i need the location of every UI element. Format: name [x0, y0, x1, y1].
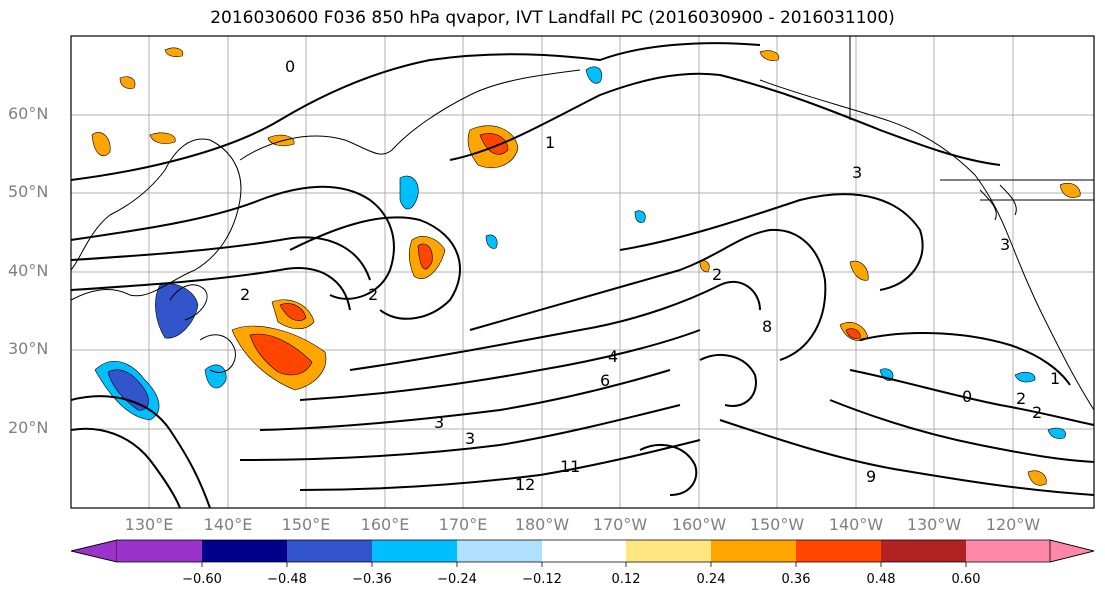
- colorbar-bin: [626, 540, 711, 562]
- graticule: [71, 36, 1094, 508]
- lon-label: 160°W: [671, 515, 727, 534]
- colorbar-bin: [796, 540, 881, 562]
- contour-label: 4: [608, 347, 618, 366]
- colorbar-bin: [117, 540, 202, 562]
- colorbar-bin: [202, 540, 287, 562]
- lon-label: 170°W: [592, 515, 648, 534]
- colorbar-extend-high: [1049, 539, 1095, 563]
- contour-label: 2: [368, 285, 378, 304]
- colorbar-tick-label: −0.36: [352, 572, 392, 587]
- lon-label: 150°W: [749, 515, 805, 534]
- colorbar-tick-label: 0.24: [696, 572, 726, 587]
- coastlines: [71, 36, 1094, 411]
- lon-label: 130°E: [124, 515, 174, 534]
- colorbar-tick-label: 0.36: [781, 572, 811, 587]
- colorbar-extend-low: [70, 539, 118, 563]
- ivt-contours: [71, 42, 1094, 508]
- lat-label: 20°N: [8, 418, 49, 437]
- contour-label: 1: [545, 133, 555, 152]
- colorbar-bin: [287, 540, 372, 562]
- lon-label: 180°W: [514, 515, 570, 534]
- lon-label: 140°W: [828, 515, 884, 534]
- contour-label: 11: [560, 457, 580, 476]
- colorbar-tick-label: 0.12: [611, 572, 641, 587]
- lon-label: 130°W: [906, 515, 962, 534]
- contour-label: 0: [962, 387, 972, 406]
- colorbar-tick-label: 0.60: [951, 572, 981, 587]
- colorbar: [70, 539, 1095, 567]
- lat-label: 60°N: [8, 104, 49, 123]
- contour-label: 3: [1000, 235, 1010, 254]
- contour-label: 2: [1032, 403, 1042, 422]
- map-panel: 0 1 2 3 3 4 6 8 9 11 12 2 2 3 1 0 2 2 3: [71, 36, 1094, 508]
- lon-label: 170°E: [438, 515, 488, 534]
- colorbar-tick-label: 0.48: [866, 572, 896, 587]
- colorbar-bin: [881, 540, 966, 562]
- colorbar-tick-label: −0.60: [182, 572, 222, 587]
- map-title: 2016030600 F036 850 hPa qvapor, IVT Land…: [210, 8, 895, 28]
- contour-label: 12: [515, 475, 535, 494]
- lat-label: 40°N: [8, 261, 49, 280]
- colorbar-bin: [966, 540, 1050, 562]
- contour-labels: 0 1 2 3 3 4 6 8 9 11 12 2 2 3 1 0 2 2 3: [240, 57, 1060, 494]
- contour-label: 0: [285, 57, 295, 76]
- colorbar-bin: [542, 540, 626, 562]
- colorbar-tick-label: −0.48: [267, 572, 307, 587]
- colorbar-outline: [70, 539, 1095, 563]
- contour-label: 8: [762, 317, 772, 336]
- contour-label: 9: [866, 467, 876, 486]
- contour-label: 1: [1050, 369, 1060, 388]
- contour-label: 3: [465, 429, 475, 448]
- contour-label: 2: [712, 265, 722, 284]
- colorbar-bin: [457, 540, 542, 562]
- lon-label: 120°W: [985, 515, 1041, 534]
- contour-label: 6: [600, 371, 610, 390]
- map-frame: [70, 35, 1095, 509]
- lat-label: 50°N: [8, 182, 49, 201]
- lon-label: 160°E: [360, 515, 410, 534]
- colorbar-tick-label: −0.24: [437, 572, 477, 587]
- contour-label: 2: [1016, 389, 1026, 408]
- lat-label: 30°N: [8, 339, 49, 358]
- contour-label: 3: [852, 163, 862, 182]
- contour-label: 2: [240, 285, 250, 304]
- lon-label: 140°E: [203, 515, 253, 534]
- colorbar-tick-label: −0.12: [522, 572, 562, 587]
- colorbar-bin: [372, 540, 457, 562]
- colorbar-bin: [711, 540, 796, 562]
- contour-label: 3: [434, 413, 444, 432]
- lon-label: 150°E: [281, 515, 331, 534]
